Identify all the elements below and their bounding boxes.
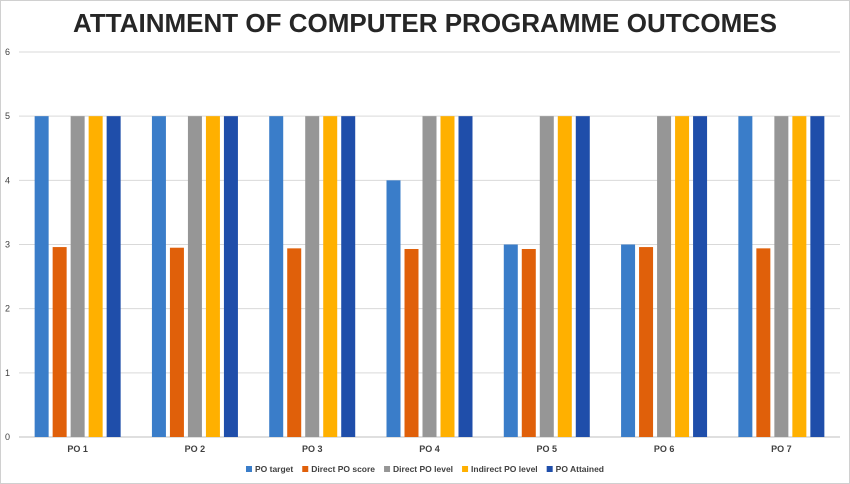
y-axis-ticks: 0 1 2 3 4 5 6 <box>5 47 10 442</box>
bar-po-7-direct-po-score <box>756 248 771 437</box>
legend-label-po-target: PO target <box>255 464 293 474</box>
legend-swatch-direct-po-score <box>302 466 309 472</box>
bar-po-6-direct-po-score <box>639 247 654 437</box>
x-tick-label-po-3: PO 3 <box>302 444 323 454</box>
bar-po-5-po-attained <box>575 116 590 438</box>
x-tick-label-po-4: PO 4 <box>419 444 440 454</box>
bar-po-5-indirect-po-level <box>557 116 572 438</box>
bar-po-3-po-target <box>269 116 284 438</box>
bar-po-7-direct-po-level <box>774 116 789 438</box>
bar-po-2-po-target <box>151 116 166 438</box>
y-tick-label-6: 6 <box>5 47 10 57</box>
bar-po-6-po-target <box>621 244 636 437</box>
bar-po-6-indirect-po-level <box>675 116 690 438</box>
x-tick-label-po-5: PO 5 <box>537 444 558 454</box>
y-tick-label-4: 4 <box>5 175 10 185</box>
bar-po-2-indirect-po-level <box>205 116 220 438</box>
x-tick-label-po-2: PO 2 <box>185 444 206 454</box>
x-tick-label-po-1: PO 1 <box>67 444 88 454</box>
y-tick-label-2: 2 <box>5 304 10 314</box>
legend-swatch-direct-po-level <box>384 466 391 472</box>
x-tick-label-po-6: PO 6 <box>654 444 675 454</box>
x-tick-label-po-7: PO 7 <box>771 444 792 454</box>
bar-po-3-direct-po-score <box>287 248 302 437</box>
legend-label-direct-po-level: Direct PO level <box>393 464 453 474</box>
bar-po-2-po-attained <box>223 116 238 438</box>
bar-po-3-indirect-po-level <box>323 116 338 438</box>
bar-layer <box>34 116 825 438</box>
bar-po-1-po-attained <box>106 116 121 438</box>
bar-po-7-po-target <box>738 116 753 438</box>
bar-po-4-po-target <box>386 180 401 438</box>
legend-label-indirect-po-level: Indirect PO level <box>471 464 538 474</box>
bar-po-6-po-attained <box>693 116 708 438</box>
legend-label-direct-po-score: Direct PO score <box>311 464 375 474</box>
chart-title: ATTAINMENT OF COMPUTER PROGRAMME OUTCOME… <box>73 8 777 38</box>
bar-po-2-direct-po-level <box>187 116 202 438</box>
bar-po-1-indirect-po-level <box>88 116 103 438</box>
legend: PO target Direct PO score Direct PO level I… <box>245 464 604 474</box>
bar-po-4-direct-po-score <box>404 248 419 437</box>
bar-po-4-po-attained <box>458 116 473 438</box>
legend-label-po-attained: PO Attained <box>556 464 604 474</box>
y-tick-label-3: 3 <box>5 240 10 250</box>
bar-po-7-po-attained <box>810 116 825 438</box>
bar-po-4-direct-po-level <box>422 116 437 438</box>
bar-po-7-indirect-po-level <box>792 116 807 438</box>
legend-swatch-po-target <box>245 466 252 472</box>
legend-swatch-po-attained <box>546 466 553 472</box>
bar-po-2-direct-po-score <box>169 247 184 437</box>
bar-po-3-po-attained <box>341 116 356 438</box>
bar-po-5-po-target <box>503 244 518 437</box>
bar-po-5-direct-po-level <box>539 116 554 438</box>
bar-po-1-direct-po-level <box>70 116 85 438</box>
bar-po-6-direct-po-level <box>657 116 672 438</box>
y-tick-label-5: 5 <box>5 111 10 121</box>
y-tick-label-1: 1 <box>5 368 10 378</box>
bar-po-4-indirect-po-level <box>440 116 455 438</box>
bar-po-5-direct-po-score <box>521 248 536 437</box>
legend-swatch-indirect-po-level <box>462 466 469 472</box>
y-tick-label-0: 0 <box>5 432 10 442</box>
bar-po-1-po-target <box>34 116 49 438</box>
bar-po-1-direct-po-score <box>52 247 67 437</box>
bar-po-3-direct-po-level <box>305 116 320 438</box>
x-axis-ticks: PO 1 PO 2 PO 3 PO 4 PO 5 PO 6 PO 7 <box>67 444 791 454</box>
